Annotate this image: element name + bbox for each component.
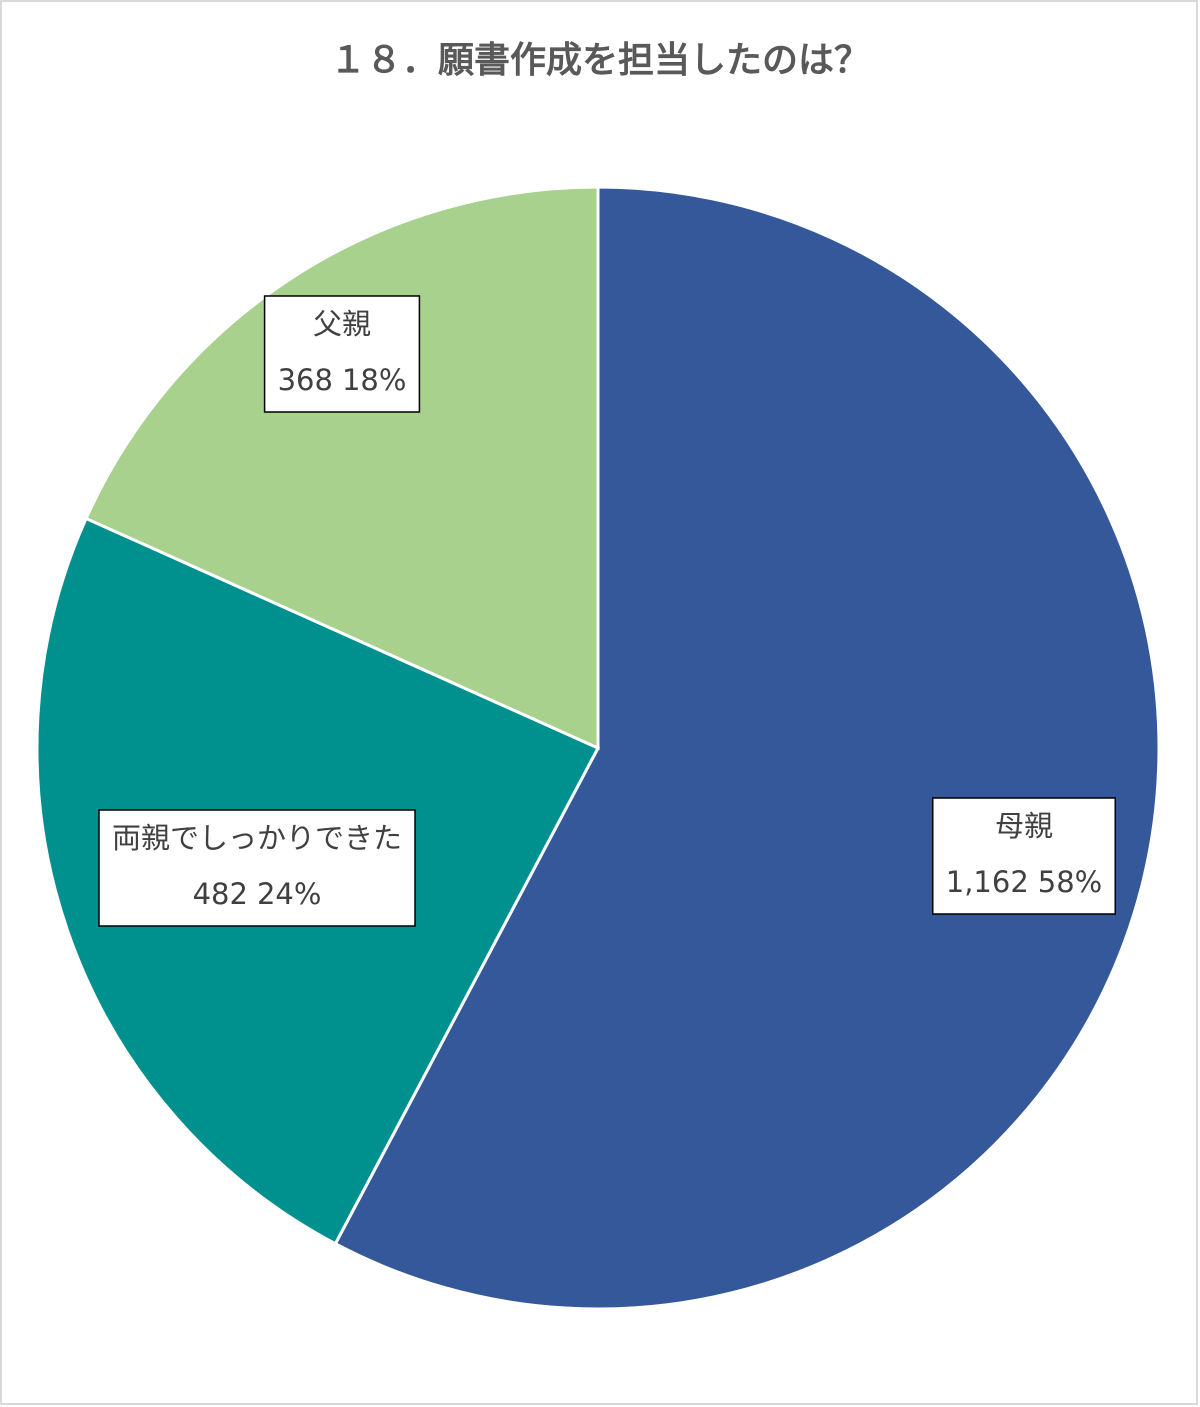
chart-title: １８．願書作成を担当したのは？ — [330, 40, 870, 81]
pie-slice — [84, 185, 600, 751]
label-value: 1,162 58% — [946, 865, 1103, 899]
value-label: 368 — [278, 363, 333, 397]
label-box — [263, 295, 421, 413]
data-label: 母親 1,162 58% — [932, 797, 1116, 915]
value-label: 1,162 — [946, 865, 1029, 899]
labels: 母親 1,162 58% 両親でしっかりできた 482 24% 父親 368 18% — [98, 295, 1116, 927]
label-box — [932, 797, 1116, 915]
label-category: 両親でしっかりできた — [112, 821, 402, 855]
label-category: 父親 — [313, 307, 371, 341]
label-value: 482 24% — [193, 877, 322, 911]
data-label: 父親 368 18% — [263, 295, 421, 413]
percentage-label: 24% — [257, 877, 321, 911]
label-category: 母親 — [995, 809, 1053, 843]
slices — [35, 185, 1161, 1311]
label-box — [98, 809, 416, 927]
percentage-label: 58% — [1038, 865, 1102, 899]
percentage-label: 18% — [342, 363, 406, 397]
label-value: 368 18% — [278, 363, 407, 397]
pie-slice — [333, 185, 1161, 1311]
value-label: 482 — [193, 877, 248, 911]
data-label: 両親でしっかりできた 482 24% — [98, 809, 416, 927]
